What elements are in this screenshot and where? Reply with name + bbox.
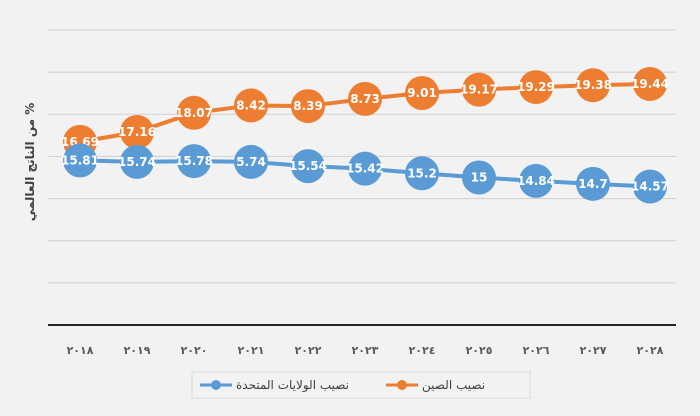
data-point: [234, 144, 268, 179]
legend-marker: [211, 380, 221, 390]
legend-marker: [397, 380, 407, 390]
data-label: 17.16: [118, 125, 156, 139]
x-tick-label: ٢٠٢٤: [409, 344, 436, 357]
data-point: [405, 76, 439, 111]
data-label: 15.42: [346, 162, 384, 176]
data-label: 14.7: [578, 177, 608, 191]
data-label: 8.42: [236, 98, 266, 112]
data-label: 19.29: [517, 80, 555, 94]
data-point: [291, 89, 325, 124]
data-label: 14.57: [631, 180, 669, 194]
data-point: [348, 151, 382, 186]
data-point: [576, 68, 610, 103]
series-usa: 15.81 15.74 15.78 5.74 15.54 15.42 15.2 15 14.84…: [61, 143, 669, 204]
data-label: 14.84: [517, 174, 555, 188]
series-china: 16.69 17.16 18.07 8.42 8.39 8.73 9.01 19.17 19.2…: [61, 66, 669, 159]
data-point: [462, 72, 496, 107]
data-point: [120, 144, 154, 179]
data-point: [234, 88, 268, 123]
data-point: [348, 81, 382, 116]
data-point: [633, 169, 667, 204]
x-tick-label: ٢٠٢٧: [580, 344, 607, 357]
data-label: 19.44: [631, 77, 669, 91]
legend-box: [191, 371, 531, 399]
data-label: 15.81: [61, 153, 99, 167]
x-tick-labels: ٢٠١٨ ٢٠١٩ ٢٠٢٠ ٢٠٢١ ٢٠٢٢ ٢٠٢٣ ٢٠٢٤ ٢٠٢٥ ٢٠٢٦ ٢٠٢٧…: [67, 344, 664, 357]
data-label: 15.74: [118, 155, 156, 169]
data-label: 5.74: [236, 155, 266, 169]
data-label: 19.38: [574, 78, 612, 92]
data-label: 18.07: [175, 106, 213, 120]
x-tick-label: ٢٠٢٣: [352, 344, 379, 357]
legend-item-china: نصيب الصين: [386, 378, 485, 393]
data-point: [519, 70, 553, 105]
data-label: 8.39: [293, 99, 323, 113]
legend-label: نصيب الولايات المتحدة: [236, 378, 349, 393]
x-tick-label: ٢٠٢٠: [181, 344, 208, 357]
data-point: [633, 66, 667, 101]
x-tick-label: ٢٠٢٥: [466, 344, 493, 357]
data-point: [177, 95, 211, 130]
data-point: [63, 143, 97, 178]
data-point: [291, 149, 325, 184]
data-label: 8.73: [350, 92, 380, 106]
data-point: [120, 114, 154, 149]
data-point: [519, 163, 553, 198]
legend: نصيب الولايات المتحدة نصيب الصين: [191, 371, 531, 399]
x-tick-label: ٢٠٢١: [238, 344, 265, 357]
data-label: 15.78: [175, 154, 213, 168]
data-point: [576, 166, 610, 201]
legend-item-usa: نصيب الولايات المتحدة: [200, 378, 349, 393]
x-tick-label: ٢٠٢٨: [637, 344, 664, 357]
data-point: [462, 160, 496, 195]
x-tick-label: ٢٠١٩: [124, 344, 151, 357]
data-point: [405, 156, 439, 191]
data-label: 15: [471, 171, 488, 185]
data-label: 15.54: [289, 159, 327, 173]
data-label: 15.2: [407, 166, 437, 180]
legend-label: نصيب الصين: [422, 378, 485, 393]
x-tick-label: ٢٠٢٦: [523, 344, 550, 357]
x-tick-label: ٢٠٢٢: [295, 344, 322, 357]
data-label: 9.01: [407, 86, 437, 100]
data-label: 19.17: [460, 83, 498, 97]
series-group: 16.69 17.16 18.07 8.42 8.39 8.73 9.01 19.17 19.2…: [61, 66, 669, 204]
data-label: 16.69: [61, 135, 99, 149]
y-axis-title: % من الناتج العالمي: [23, 103, 37, 222]
x-tick-label: ٢٠١٨: [67, 344, 94, 357]
data-point: [177, 144, 211, 179]
